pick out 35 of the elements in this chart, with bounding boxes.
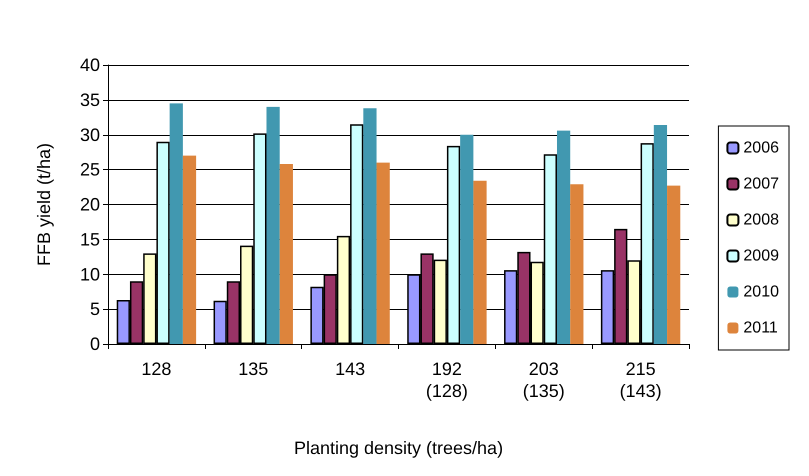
x-tick-label: 215 (143) [620,359,662,401]
x-tick-label: 203 (135) [522,359,565,401]
y-tick-label: 5 [90,299,100,320]
legend-label: 2011 [743,320,778,336]
y-tick-label: 30 [80,124,100,145]
x-tick-label: 128 [141,359,172,379]
y-tick-label: 10 [80,264,100,284]
legend-label: 2006 [743,140,780,156]
x-tick-label: 192 (128) [426,359,468,401]
bar [376,162,390,344]
y-tick-label: 15 [80,229,100,250]
bar [363,108,377,344]
bar [182,156,196,344]
bar [556,130,570,344]
bar [170,103,183,344]
y-tick-label: 25 [80,160,100,180]
legend-label: 2010 [743,284,780,300]
x-axis-title: Planting density (trees/ha) [294,438,504,458]
legend-label: 2008 [743,212,780,228]
bar [473,180,487,344]
x-tick-label: 135 [238,359,268,379]
bar [460,134,474,344]
y-tick-label: 20 [80,194,100,214]
y-tick-label: 0 [90,334,100,354]
legend-label: 2007 [743,176,780,192]
legend-label: 2009 [743,248,780,264]
y-tick-label: 40 [80,55,100,75]
bar [280,164,293,344]
y-axis-title: FFB yield (t/ha) [34,142,54,266]
bar [570,184,584,344]
bar [266,106,280,344]
y-tick-label: 35 [80,90,100,110]
bar [654,124,668,344]
bar [667,186,680,344]
x-tick-label: 143 [335,359,366,379]
